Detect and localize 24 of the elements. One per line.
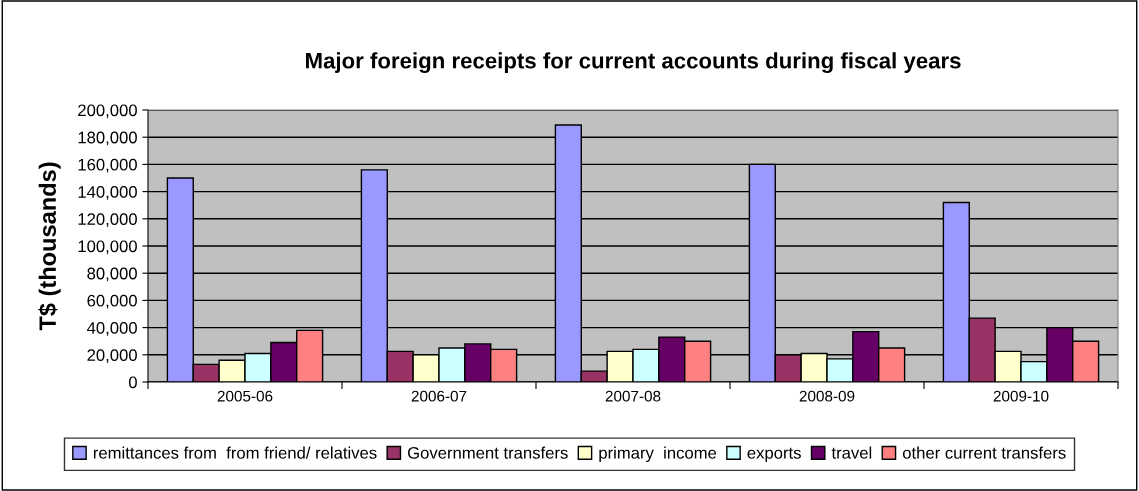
y-tick-label: 200,000	[78, 104, 137, 119]
legend-label: other current transfers	[902, 446, 1066, 459]
y-tick-label: 60,000	[87, 294, 137, 309]
y-tick-label: 140,000	[78, 186, 137, 200]
legend-label: primary income	[599, 446, 717, 463]
y-tick-label: 40,000	[86, 322, 137, 336]
x-tick-label: 2009-10	[993, 390, 1049, 402]
y-tick-label: 100,000	[78, 240, 137, 255]
y-tick-label: 0	[128, 376, 137, 389]
chart-title: Major foreign receipts for current accounts during fiscal years	[306, 52, 961, 74]
y-tick-label: 160,000	[78, 158, 137, 173]
legend-label: travel	[831, 446, 872, 459]
x-tick-label: 2006-07	[411, 390, 467, 402]
y-tick-label: 80,000	[87, 267, 137, 282]
y-tick-label: 120,000	[78, 213, 137, 227]
x-tick-label: 2005-06	[217, 390, 273, 402]
x-tick-label: 2008-09	[799, 390, 855, 402]
y-tick-label: 20,000	[87, 349, 137, 363]
x-tick-label: 2007-08	[605, 390, 661, 402]
legend-label: remittances from from friend/ relatives	[93, 446, 377, 459]
legend-label: Government transfers	[407, 446, 568, 459]
legend-label: exports	[747, 447, 801, 463]
y-axis-title: T$ (thousands)	[38, 162, 61, 331]
y-tick-label: 180,000	[78, 131, 137, 146]
